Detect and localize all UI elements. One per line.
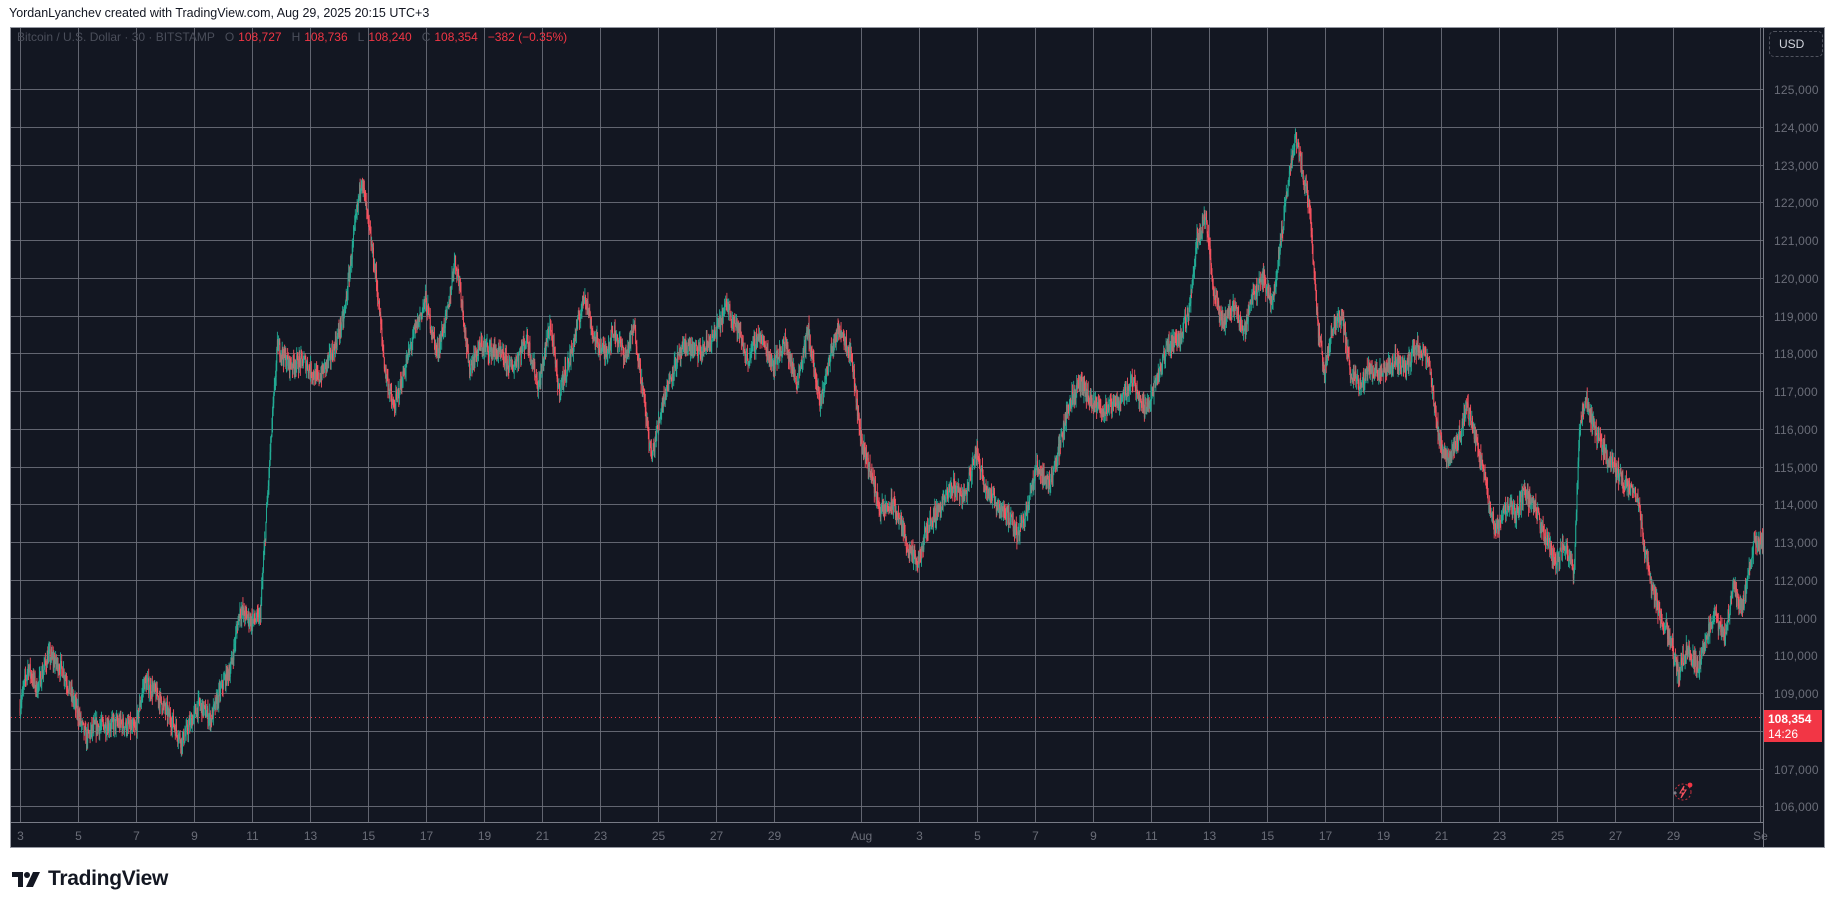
time-tick: 13 bbox=[303, 829, 318, 843]
high-label: H bbox=[291, 30, 301, 44]
lightning-bolt-icon[interactable] bbox=[1669, 781, 1695, 803]
tradingview-logo[interactable]: TradingView bbox=[12, 867, 168, 891]
currency-button[interactable]: USD bbox=[1769, 31, 1823, 57]
price-tick: 111,000 bbox=[1774, 611, 1817, 626]
time-tick: 7 bbox=[1032, 829, 1039, 843]
open-value: 108,727 bbox=[238, 30, 282, 44]
last-price-label: 108,354 14:26 bbox=[1764, 709, 1822, 742]
time-tick: 5 bbox=[75, 829, 82, 843]
price-tick: 113,000 bbox=[1774, 535, 1818, 550]
time-tick: 25 bbox=[651, 829, 666, 843]
price-tick: 115,000 bbox=[1774, 460, 1818, 475]
time-tick: 17 bbox=[419, 829, 434, 843]
price-tick: 122,000 bbox=[1774, 195, 1819, 210]
time-tick: 11 bbox=[1145, 829, 1158, 843]
price-tick: 117,000 bbox=[1774, 384, 1818, 399]
last-price-value: 108,354 bbox=[1768, 711, 1812, 726]
price-tick: 110,000 bbox=[1774, 648, 1818, 663]
open-label: O bbox=[224, 30, 235, 44]
symbol-description[interactable]: Bitcoin / U.S. Dollar · 30 · BITSTAMP bbox=[17, 30, 215, 44]
price-tick: 116,000 bbox=[1774, 422, 1818, 437]
price-tick: 106,000 bbox=[1774, 799, 1819, 814]
price-tick: 123,000 bbox=[1774, 158, 1819, 173]
time-tick: 3 bbox=[916, 829, 923, 843]
price-tick: 118,000 bbox=[1774, 346, 1818, 361]
brand-name: TradingView bbox=[48, 867, 169, 890]
time-tick: 9 bbox=[1090, 829, 1097, 843]
close-value: 108,354 bbox=[434, 30, 478, 44]
price-tick: 109,000 bbox=[1774, 686, 1819, 701]
time-tick: 23 bbox=[1492, 829, 1507, 843]
time-tick: 19 bbox=[1376, 829, 1391, 843]
low-label: L bbox=[357, 30, 365, 44]
close-label: C bbox=[421, 30, 431, 44]
time-tick: 29 bbox=[1666, 829, 1681, 843]
time-tick: 17 bbox=[1318, 829, 1333, 843]
price-tick: 121,000 bbox=[1774, 233, 1819, 248]
bar-countdown: 14:26 bbox=[1768, 726, 1799, 741]
candlestick-series[interactable] bbox=[11, 28, 1763, 822]
price-tick: 120,000 bbox=[1774, 271, 1819, 286]
time-tick: 21 bbox=[535, 829, 550, 843]
price-tick: 124,000 bbox=[1774, 120, 1819, 135]
time-tick: 15 bbox=[1260, 829, 1275, 843]
price-tick: 107,000 bbox=[1774, 762, 1819, 777]
time-tick: 29 bbox=[767, 829, 782, 843]
price-tick: 112,000 bbox=[1774, 573, 1818, 588]
time-tick: 11 bbox=[246, 829, 259, 843]
time-tick: 19 bbox=[477, 829, 492, 843]
time-tick: 5 bbox=[974, 829, 981, 843]
time-tick: 9 bbox=[191, 829, 198, 843]
high-value: 108,736 bbox=[304, 30, 348, 44]
time-tick: 15 bbox=[361, 829, 376, 843]
time-tick: 13 bbox=[1202, 829, 1217, 843]
time-tick: 27 bbox=[709, 829, 724, 843]
time-tick: Aug bbox=[850, 829, 873, 843]
low-value: 108,240 bbox=[368, 30, 412, 44]
price-axis[interactable]: USD 108,354 14:26 125,000 124,000 123,000 1… bbox=[1763, 28, 1826, 847]
change-value: −382 (−0.35%) bbox=[487, 30, 568, 44]
time-tick: 21 bbox=[1434, 829, 1449, 843]
time-axis[interactable]: 3 5 7 9 11 13 15 17 19 21 23 25 27 29 Aug 3 5 7 9 11 13 15 17 1… bbox=[11, 822, 1768, 848]
price-tick: 125,000 bbox=[1774, 82, 1819, 97]
chart-caption: YordanLyanchev created with TradingView.… bbox=[9, 6, 430, 20]
tradingview-logo-icon bbox=[12, 871, 41, 887]
time-tick: 23 bbox=[593, 829, 608, 843]
price-tick: 119,000 bbox=[1774, 309, 1818, 324]
time-tick: 27 bbox=[1608, 829, 1623, 843]
price-tick: 114,000 bbox=[1774, 497, 1818, 512]
time-tick: 3 bbox=[17, 829, 24, 843]
time-tick: 25 bbox=[1550, 829, 1565, 843]
time-tick: 7 bbox=[133, 829, 140, 843]
time-tick: Se bbox=[1753, 829, 1768, 843]
